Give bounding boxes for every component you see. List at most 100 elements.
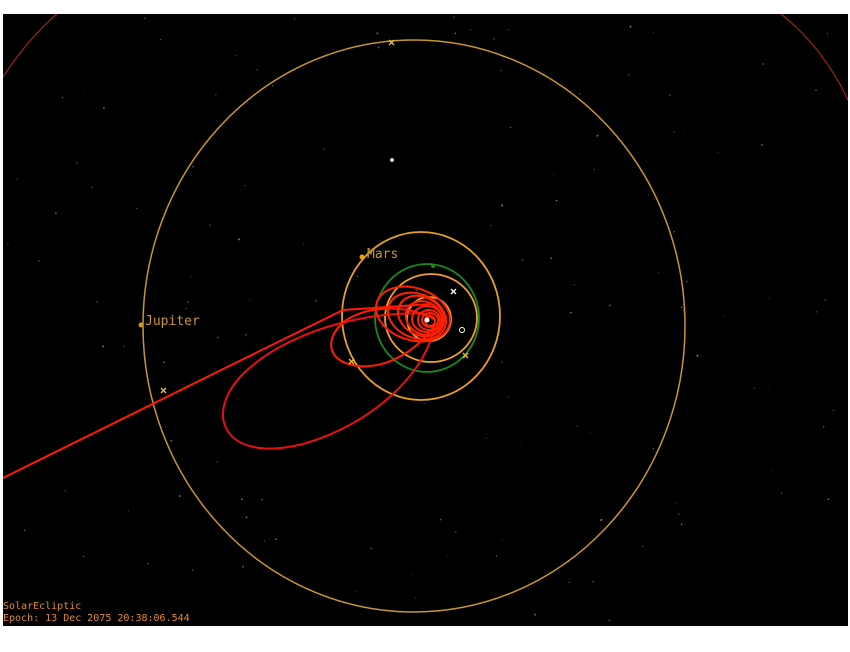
star: [520, 441, 522, 443]
star: [826, 33, 829, 35]
star: [439, 518, 442, 521]
star: [570, 311, 572, 314]
star: [573, 284, 576, 286]
star: [256, 69, 258, 71]
star: [823, 426, 825, 428]
star: [302, 243, 304, 245]
star-field: [7, 16, 835, 622]
star: [652, 32, 654, 34]
star: [609, 304, 611, 307]
star: [453, 16, 455, 19]
star: [500, 69, 502, 72]
star: [82, 555, 85, 557]
star: [470, 29, 472, 31]
jupiter-planet-icon[interactable]: [138, 322, 144, 328]
mars-planet-icon[interactable]: [359, 254, 365, 260]
star: [190, 276, 192, 278]
star: [489, 224, 492, 227]
star: [411, 574, 413, 576]
star: [576, 265, 578, 267]
star: [275, 538, 277, 541]
star: [240, 498, 243, 501]
outer-planet-orbit-arc: [3, 14, 848, 102]
star: [102, 345, 105, 348]
star: [507, 29, 510, 31]
star: [359, 274, 361, 276]
star: [102, 106, 105, 109]
solar-system-viewport[interactable]: Mars Jupiter SolarEcliptic Epoch: 13 Dec…: [3, 14, 848, 626]
spacecraft-transfer-loop: [222, 312, 434, 450]
star: [249, 299, 251, 301]
star: [593, 168, 595, 171]
star: [370, 547, 373, 550]
star: [454, 32, 457, 35]
star: [376, 32, 379, 35]
star: [144, 17, 146, 20]
spacecraft-escape-trajectory: [3, 303, 432, 480]
star: [272, 85, 274, 87]
star: [555, 199, 558, 202]
star: [652, 447, 655, 450]
star: [7, 243, 9, 246]
star: [260, 498, 263, 501]
star: [236, 173, 238, 175]
star: [147, 563, 149, 565]
star: [596, 134, 599, 137]
star: [61, 96, 64, 98]
star: [768, 386, 770, 388]
star: [760, 144, 763, 147]
star: [186, 301, 189, 304]
star: [686, 280, 688, 283]
star: [209, 224, 211, 226]
star: [91, 186, 94, 189]
star: [136, 207, 138, 210]
star: [815, 311, 818, 313]
star: [245, 173, 247, 175]
star: [191, 569, 194, 571]
orbit-scene[interactable]: Mars Jupiter: [3, 14, 848, 626]
star: [178, 495, 181, 497]
star: [568, 581, 570, 584]
star: [217, 336, 219, 339]
star: [827, 498, 830, 501]
star: [608, 619, 611, 622]
star: [486, 437, 487, 439]
star: [414, 597, 416, 599]
star: [576, 425, 578, 427]
star: [127, 510, 129, 512]
star: [673, 130, 675, 133]
star: [348, 276, 350, 278]
star: [423, 402, 426, 405]
star: [216, 461, 218, 463]
star: [55, 212, 57, 215]
sun-marker: [424, 317, 430, 323]
star: [657, 272, 659, 274]
star: [681, 306, 683, 309]
mars-orbit: [341, 231, 501, 401]
star: [323, 148, 325, 150]
star: [696, 354, 699, 357]
star: [84, 93, 86, 95]
star: [592, 580, 595, 583]
star: [415, 289, 418, 291]
star: [669, 94, 671, 97]
coordinate-frame-label: SolarEcliptic: [3, 601, 82, 612]
star: [356, 275, 359, 278]
star: [264, 540, 266, 542]
star: [768, 297, 770, 299]
star: [192, 165, 194, 168]
star: [88, 613, 91, 616]
star: [454, 531, 457, 533]
star: [507, 396, 510, 398]
star: [163, 361, 165, 364]
star: [673, 230, 675, 233]
star: [534, 613, 537, 616]
star: [123, 345, 125, 347]
star: [245, 516, 248, 519]
star: [315, 300, 317, 302]
star: [553, 174, 555, 176]
star: [832, 409, 835, 412]
epoch-label: Epoch: 13 Dec 2075 20:38:06.544: [3, 613, 190, 624]
star: [238, 238, 240, 241]
star: [824, 299, 827, 301]
